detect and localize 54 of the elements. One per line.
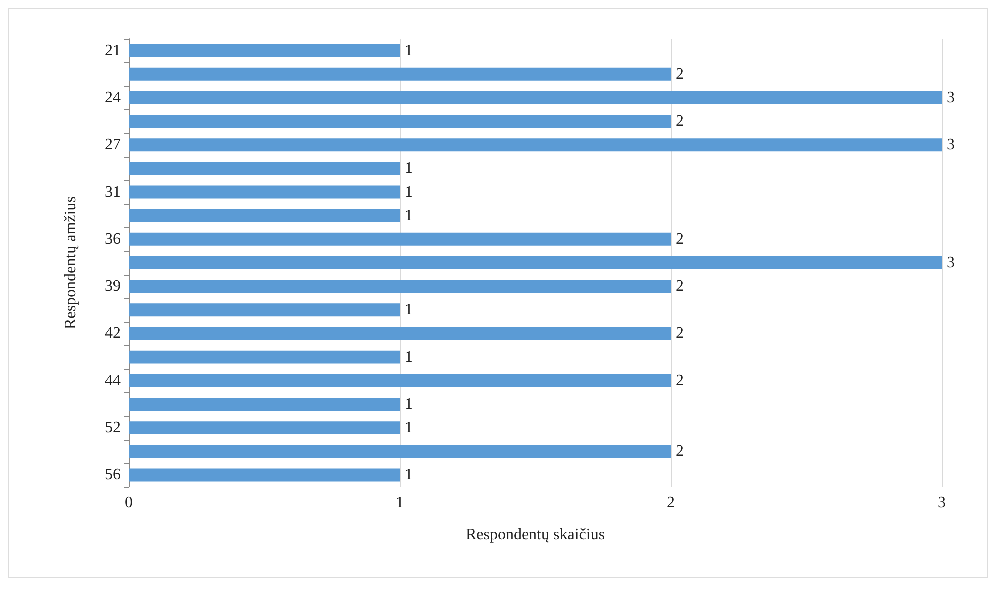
bar [129,374,671,388]
y-tick-label: 24 [105,89,121,106]
bar [129,350,400,364]
y-tick-label: 44 [105,372,121,390]
data-label: 3 [947,89,955,106]
data-label: 2 [676,230,684,248]
y-tick-label: 39 [105,278,121,296]
y-tick-label: 56 [105,466,121,484]
data-label: 2 [676,325,684,342]
x-axis-title: Respondentų skaičius [466,526,606,544]
bar [129,68,671,81]
x-tick-label: 1 [396,494,404,512]
data-label: 2 [676,66,684,83]
y-tick-label: 31 [105,184,121,201]
data-label: 1 [405,160,413,178]
data-label: 1 [405,466,413,484]
bar [129,232,671,246]
bar [129,186,400,199]
bar [129,422,400,435]
bar [129,304,400,317]
bar [129,327,671,340]
data-label: 2 [676,443,684,460]
bar [129,44,400,58]
data-label: 1 [405,396,413,413]
bar [129,280,671,294]
x-tick-label: 3 [938,494,946,512]
data-label: 3 [947,136,955,154]
bar [129,115,671,128]
y-axis-title: Respondentų amžius [62,196,80,330]
bar [129,91,942,104]
y-tick-label: 52 [105,420,121,437]
data-label: 2 [676,372,684,390]
bar [129,138,942,152]
bar [129,468,400,482]
data-label: 2 [676,278,684,296]
bar [129,162,400,176]
data-label: 1 [405,42,413,60]
y-tick-label: 27 [105,136,121,154]
y-tick-label: 21 [105,42,121,60]
data-label: 3 [947,254,955,272]
data-label: 1 [405,184,413,201]
bar [129,256,942,270]
data-label: 1 [405,420,413,437]
data-label: 2 [676,113,684,130]
bar [129,209,400,222]
bar [129,445,671,458]
data-label: 1 [405,302,413,319]
data-label: 1 [405,348,413,366]
x-tick-label: 2 [667,494,675,512]
y-tick-label: 42 [105,325,121,342]
y-tick-label: 36 [105,230,121,248]
x-tick-label: 0 [125,494,133,512]
data-label: 1 [405,207,413,224]
bar [129,398,400,411]
